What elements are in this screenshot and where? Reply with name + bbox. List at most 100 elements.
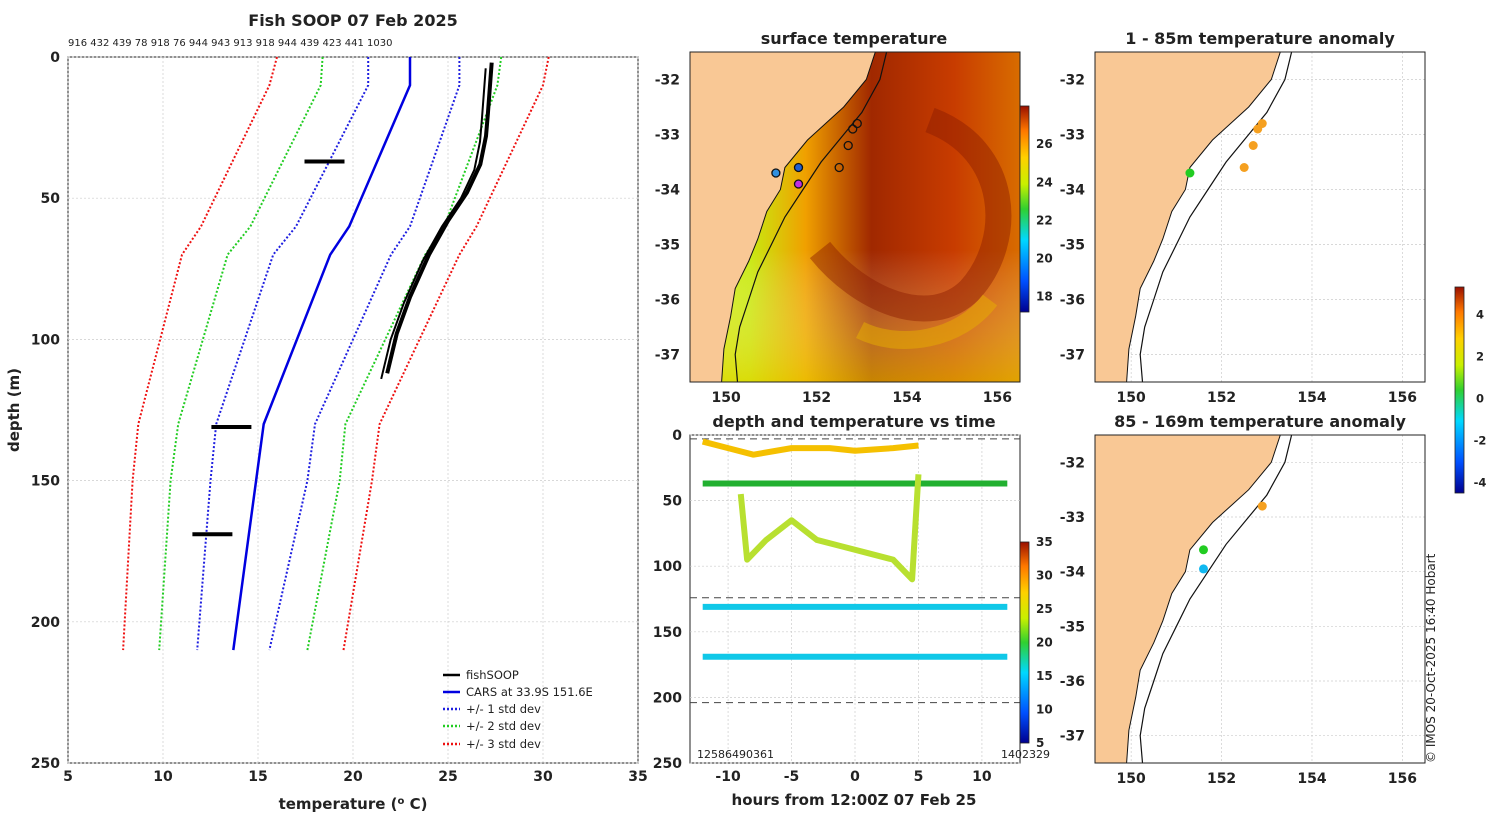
time-colorbar-tick: 10 [1036, 703, 1053, 717]
sst-xtick: 156 [983, 390, 1012, 406]
profile-line--3-std [122, 56, 278, 651]
anomaly-top-ytick: -33 [1060, 128, 1085, 144]
profile-ytick: 200 [31, 615, 60, 631]
anomaly-colorbar-group: 4 2 0 -2 -4 [1454, 286, 1487, 494]
time-colorbar-tick: 5 [1036, 736, 1044, 750]
profile-ytick: 150 [31, 474, 60, 490]
anomaly-colorbar-tick: 2 [1476, 349, 1484, 363]
time-bottom-right-labels: 1402329 [1001, 748, 1050, 761]
profile-series [122, 56, 550, 651]
anomaly-top-ticks: 150 152 154 156 -32 -33 -34 -35 -36 -37 [1060, 73, 1417, 407]
anomaly-bottom-land [1094, 434, 1281, 764]
anomaly-top-ytick: -35 [1060, 238, 1085, 254]
profile-xtick: 20 [343, 769, 363, 785]
anomaly-bottom-ticks: 150 152 154 156 -32 -33 -34 -35 -36 -37 [1060, 455, 1417, 787]
anomaly-top-xtick: 156 [1388, 390, 1417, 406]
anomaly-top-ytick: -32 [1060, 73, 1085, 89]
time-ytick: 0 [672, 428, 682, 444]
profile-line--3-std [342, 56, 550, 651]
anomaly-colorbar [1454, 286, 1465, 494]
sst-colorbar-ticks: 18 20 22 24 26 [1036, 137, 1053, 304]
time-xtick: 10 [972, 769, 992, 785]
anomaly-bottom-point [1198, 545, 1208, 555]
sst-station-marker [843, 140, 853, 151]
anomaly-colorbar-tick: 0 [1476, 391, 1484, 405]
time-ytick: 200 [653, 690, 682, 706]
anomaly-bottom-xtick: 156 [1388, 771, 1417, 787]
sst-xtick: 150 [712, 390, 741, 406]
time-xtick: -5 [784, 769, 800, 785]
legend-cars: CARS at 33.9S 151.6E [466, 685, 593, 699]
profile-title: Fish SOOP 07 Feb 2025 [248, 11, 457, 30]
profile-legend: fishSOOP CARS at 33.9S 151.6E +/- 1 std … [443, 668, 593, 751]
sst-colorbar-tick: 22 [1036, 213, 1053, 227]
legend-2std: +/- 2 std dev [466, 719, 541, 733]
sst-station-marker [848, 124, 858, 134]
sst-xtick: 154 [892, 390, 921, 406]
anomaly-bottom-ytick: -35 [1060, 619, 1085, 635]
anomaly-top-point [1248, 141, 1258, 150]
time-series-sensor-3 [737, 474, 922, 583]
time-colorbar-ticks: 5 10 15 20 25 30 35 [1036, 535, 1053, 750]
anomaly-bottom-point [1198, 564, 1208, 574]
anomaly-top-box [1094, 51, 1426, 383]
sst-ytick: -37 [655, 348, 680, 364]
anomaly-top-points [1185, 119, 1267, 178]
anomaly-bottom-ytick: -34 [1060, 565, 1086, 581]
anomaly-top-point [1185, 168, 1195, 178]
sst-filament [855, 294, 998, 349]
sst-xtick: 152 [802, 390, 831, 406]
sst-ytick: -34 [655, 183, 681, 199]
sst-ytick: -33 [655, 128, 680, 144]
anomaly-top-ytick: -37 [1060, 348, 1085, 364]
anomaly-bottom-xtick: 154 [1297, 771, 1326, 787]
anomaly-top-point [1253, 124, 1263, 134]
sst-land [689, 51, 876, 383]
time-panel: depth and temperature vs time -10 -5 0 5 100… [653, 412, 1053, 809]
profile-line--1-std [196, 57, 370, 651]
footer-credit: © IMOS 20-Oct-2025 16:40 Hobart [1424, 553, 1438, 763]
time-xtick: 5 [914, 769, 924, 785]
anomaly-top-xtick: 152 [1207, 390, 1236, 406]
sst-station-marker [771, 168, 781, 178]
anomaly-top-ytick: -36 [1060, 293, 1085, 309]
profile-xtick: 30 [533, 769, 553, 785]
sst-colorbar [1019, 105, 1030, 313]
anomaly-top-panel: 1 - 85m temperature anomaly 150 152 154 156… [1060, 29, 1426, 407]
sst-station-marker [852, 118, 862, 129]
sst-shelf-contour [734, 51, 888, 383]
time-ytick: 150 [653, 625, 682, 641]
profile-ticks: 5 10 15 20 25 30 35 0 50 100 150 200 250 [31, 50, 648, 785]
time-series [701, 438, 1008, 660]
profile-line--1-std [268, 57, 461, 651]
anomaly-top-xtick: 154 [1297, 390, 1326, 406]
sst-ytick: -35 [655, 238, 680, 254]
anomaly-bottom-box [1094, 434, 1426, 764]
sst-station-marker [793, 179, 804, 189]
anomaly-top-land [1094, 51, 1281, 383]
profile-xtick: 25 [438, 769, 457, 785]
sst-station-marker [834, 162, 844, 173]
anomaly-bottom-points [1198, 501, 1267, 574]
sst-colorbar-tick: 24 [1036, 175, 1053, 189]
time-grid [690, 434, 1020, 764]
profile-ylabel: depth (m) [5, 368, 23, 452]
anomaly-colorbar-tick: -2 [1474, 433, 1487, 447]
time-title: depth and temperature vs time [712, 412, 995, 431]
time-ytick: 250 [653, 756, 682, 772]
anomaly-top-ytick: -34 [1060, 183, 1086, 199]
sst-ytick: -32 [655, 73, 680, 89]
time-colorbar-tick: 30 [1036, 569, 1053, 583]
time-colorbar-tick: 35 [1036, 535, 1053, 549]
legend-fishsoop: fishSOOP [466, 668, 519, 682]
anomaly-bottom-ytick: -36 [1060, 674, 1085, 690]
time-colorbar-tick: 25 [1036, 602, 1053, 616]
profile-line--2-std [158, 56, 324, 651]
legend-3std: +/- 3 std dev [466, 737, 541, 751]
profile-ytick: 100 [31, 332, 60, 348]
profile-ytick: 50 [41, 191, 61, 207]
anomaly-colorbar-tick: -4 [1474, 475, 1487, 489]
profile-xtick: 15 [248, 769, 267, 785]
